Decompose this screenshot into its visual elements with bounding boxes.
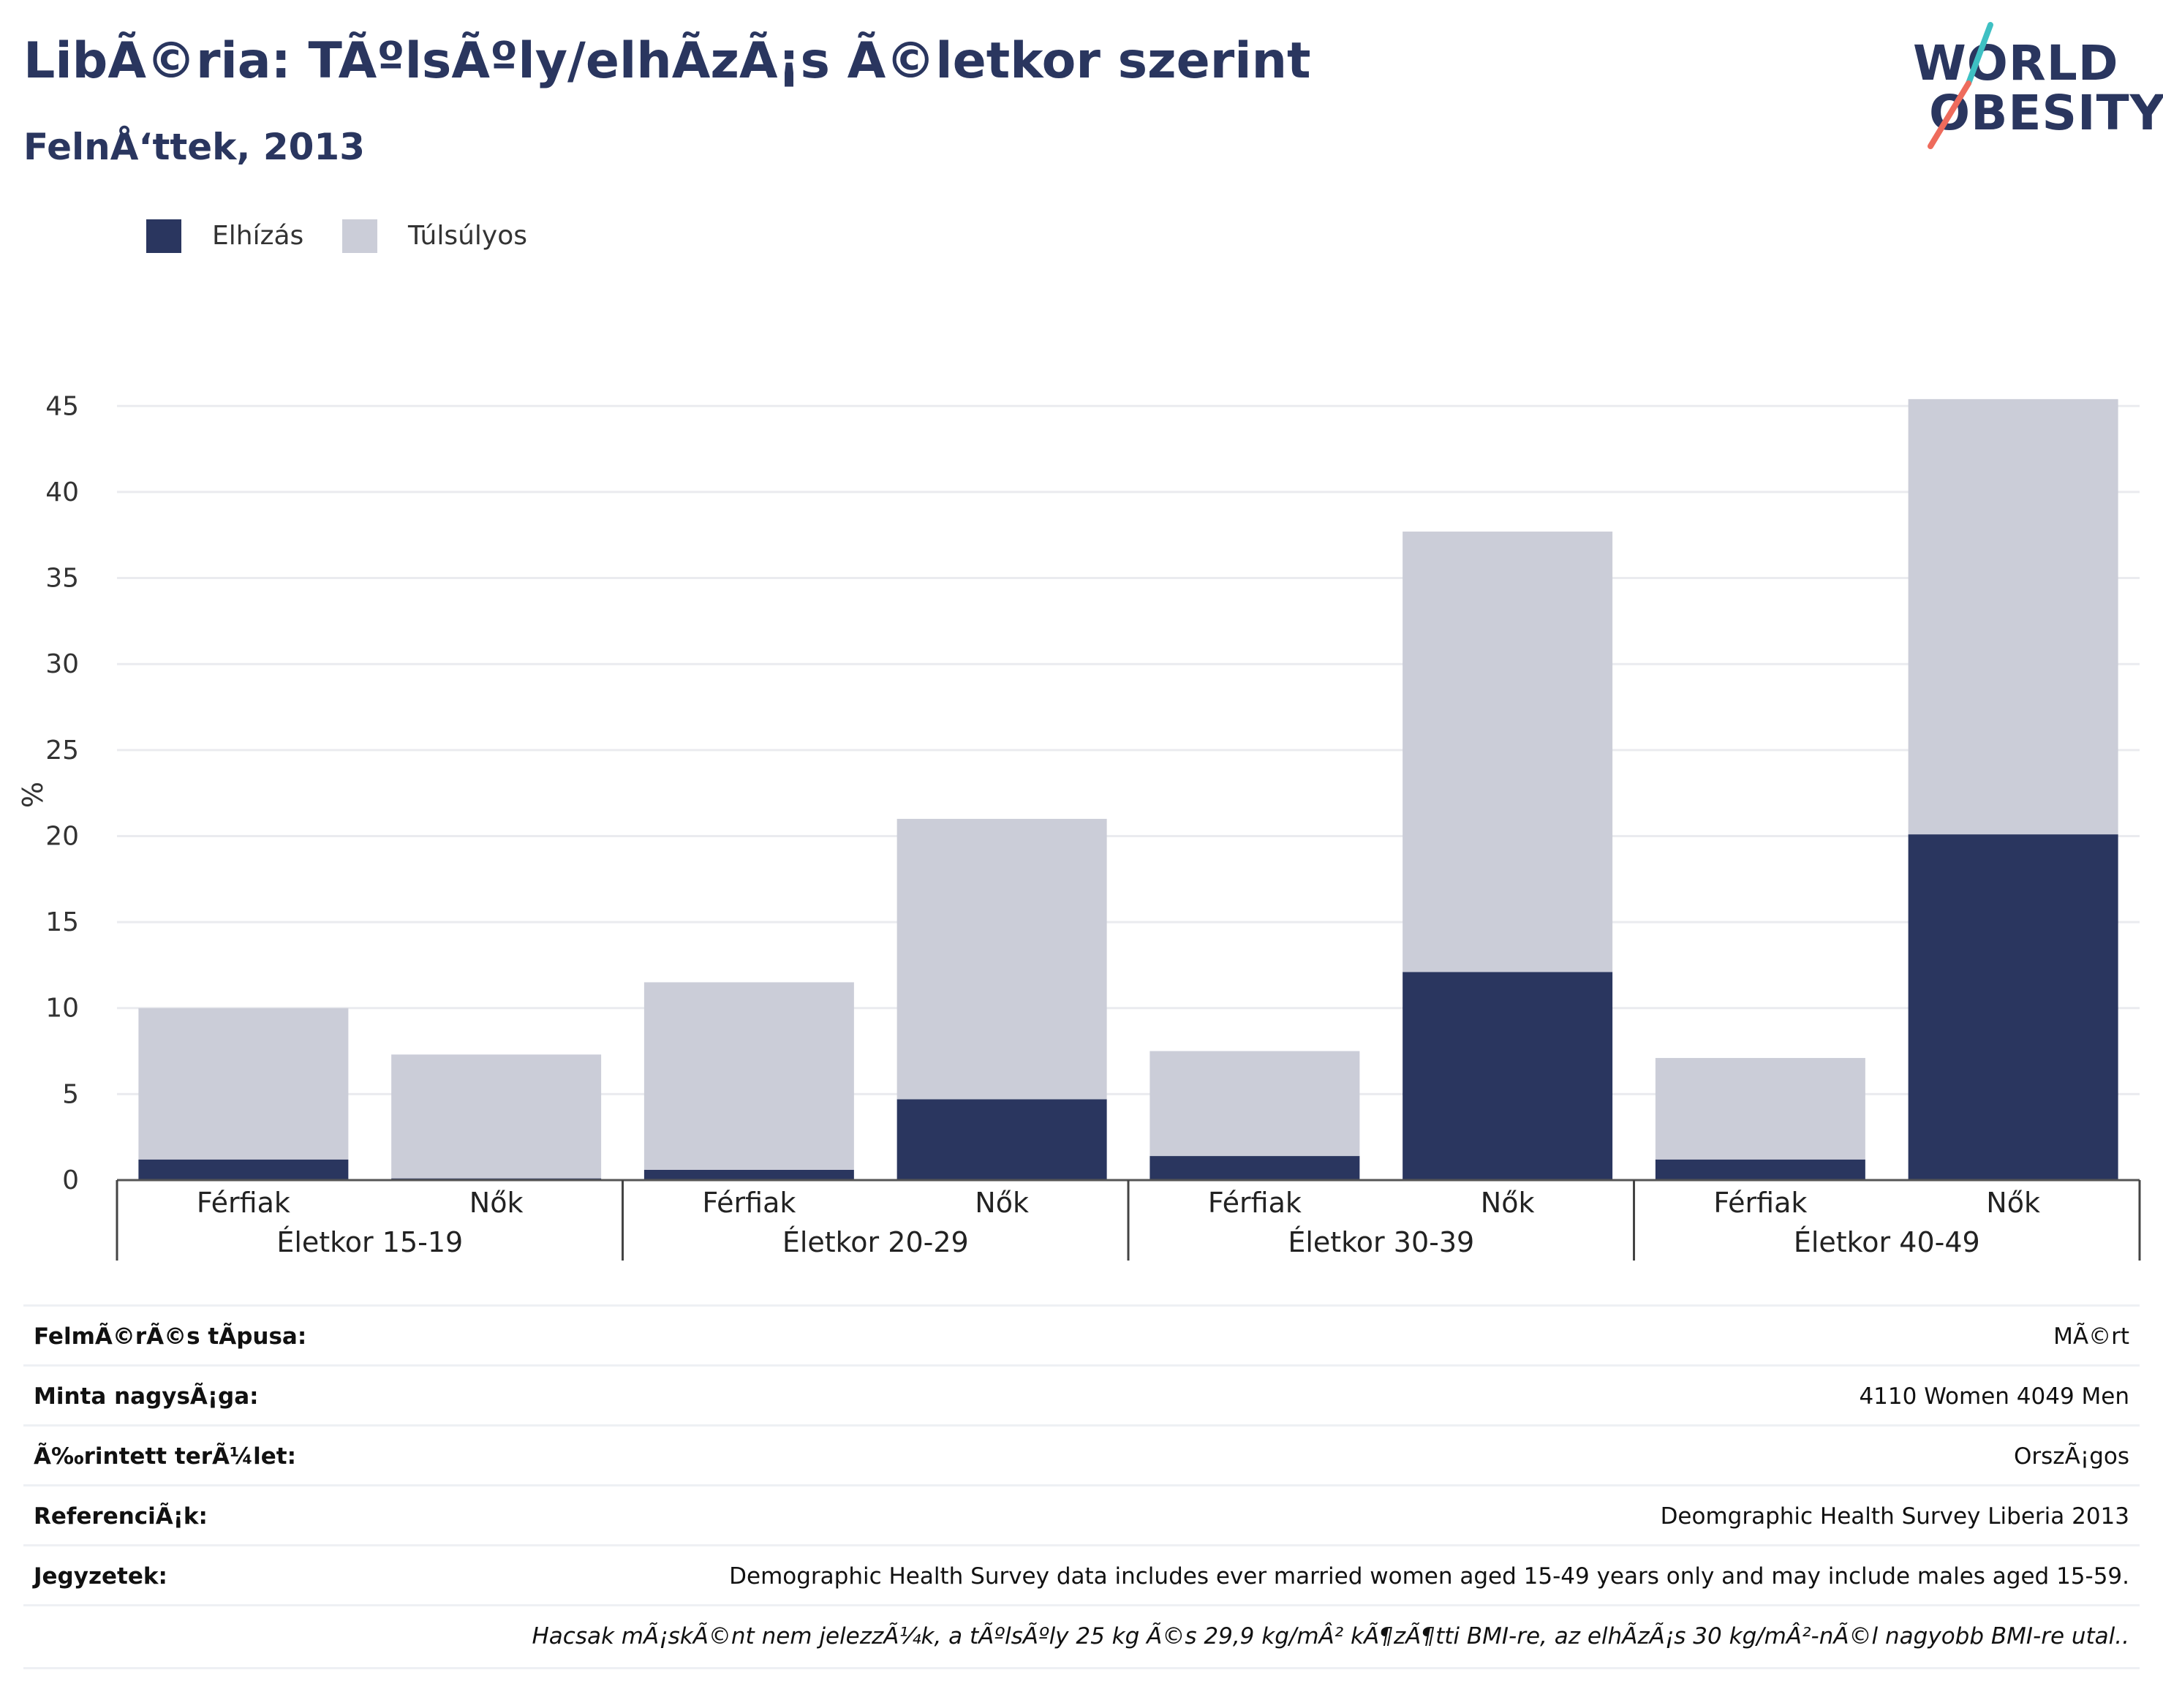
meta-footnote: Hacsak mÃ¡skÃ©nt nem jelezzÃ¼k, a tÃºlsÃ… — [532, 1623, 2129, 1650]
bar-obesity — [643, 1169, 854, 1180]
y-tick-label: 20 — [45, 821, 79, 851]
group-label: Életkor 20-29 — [782, 1226, 969, 1258]
x-tick-label: Nők — [469, 1187, 524, 1219]
meta-value: Demographic Health Survey data includes … — [729, 1563, 2129, 1590]
meta-row-sample-size: Minta nagysÃ¡ga: 4110 Women 4049 Men — [23, 1364, 2140, 1427]
bar-obesity — [1655, 1159, 1865, 1180]
bar-obesity — [896, 1099, 1107, 1180]
y-tick-label: 10 — [45, 994, 79, 1024]
legend-swatch-obesity — [146, 219, 181, 253]
bar-chart: 0 5 10 15 20 25 30 35 40 45% Férfiak Nők Férfiak Nők F… — [17, 391, 2141, 1261]
meta-row-notes: Jegyzetek: Demographic Health Survey dat… — [23, 1544, 2140, 1606]
bar-obesity — [1403, 972, 1613, 1180]
bar-obesity — [1908, 834, 2118, 1180]
meta-row-survey-type: FelmÃ©rÃ©s tÃpusa: MÃ©rt — [23, 1304, 2140, 1367]
meta-value: MÃ©rt — [2053, 1323, 2129, 1350]
meta-row-footnote: Hacsak mÃ¡skÃ©nt nem jelezzÃ¼k, a tÃºlsÃ… — [23, 1604, 2140, 1666]
y-tick-label: 25 — [45, 736, 79, 766]
x-tick-label: Férfiak — [197, 1187, 290, 1219]
bar-overweight — [391, 1054, 602, 1179]
legend-label-overweight: Túlsúlyos — [408, 221, 528, 251]
logo-text-line-2: OBESITY — [1929, 85, 2163, 141]
y-tick-label: 5 — [62, 1079, 79, 1109]
group-label: Életkor 15-19 — [276, 1226, 463, 1258]
meta-value: 4110 Women 4049 Men — [1859, 1383, 2129, 1410]
x-tick-label: Férfiak — [702, 1187, 796, 1219]
chart-title: LibÃ©ria: TÃºlsÃºly/elhÃ­zÃ¡s Ã©letkor s… — [23, 32, 1311, 90]
bar-obesity — [138, 1159, 349, 1180]
y-axis-label: % — [17, 782, 49, 808]
bar-overweight — [1655, 1057, 1865, 1160]
bar-overweight — [643, 982, 854, 1170]
group-label: Életkor 30-39 — [1288, 1226, 1474, 1258]
y-tick-label: 15 — [45, 907, 79, 937]
meta-row-references: ReferenciÃ¡k: Deomgraphic Health Survey … — [23, 1484, 2140, 1546]
bar-overweight — [1403, 532, 1613, 972]
meta-key: Minta nagysÃ¡ga: — [34, 1383, 259, 1410]
meta-row-area: Ã‰rintett terÃ¼let: OrszÃ¡gos — [23, 1424, 2140, 1486]
x-tick-label: Nők — [1986, 1187, 2040, 1219]
meta-divider — [23, 1667, 2140, 1669]
x-tick-label: Férfiak — [1713, 1187, 1807, 1219]
bar-obesity — [1150, 1156, 1360, 1180]
meta-value: OrszÃ¡gos — [2014, 1443, 2129, 1470]
meta-value: Deomgraphic Health Survey Liberia 2013 — [1660, 1503, 2129, 1530]
bar-overweight — [896, 818, 1107, 1100]
x-tick-label: Nők — [1481, 1187, 1535, 1219]
bar-overweight — [1908, 398, 2118, 835]
meta-key: FelmÃ©rÃ©s tÃpusa: — [34, 1323, 307, 1350]
y-tick-label: 45 — [45, 391, 79, 421]
x-tick-label: Nők — [975, 1187, 1029, 1219]
logo-text-line-1: WORLD — [1913, 35, 2119, 91]
meta-key: ReferenciÃ¡k: — [34, 1503, 208, 1530]
y-tick-label: 30 — [45, 649, 79, 679]
legend-label-obesity: Elhízás — [212, 221, 304, 251]
x-tick-label: Férfiak — [1208, 1187, 1302, 1219]
meta-key: Jegyzetek: — [34, 1563, 167, 1590]
chart-subtitle: FelnÅ‘ttek, 2013 — [23, 126, 365, 168]
logo-slash-icon — [1928, 22, 1993, 149]
group-label: Életkor 40-49 — [1794, 1226, 1980, 1258]
world-obesity-logo: WORLD OBESITY — [1901, 20, 2163, 152]
bar-overweight — [1150, 1051, 1360, 1157]
y-tick-label: 35 — [45, 564, 79, 594]
legend-swatch-overweight — [342, 219, 377, 253]
y-tick-label: 0 — [62, 1165, 79, 1195]
y-tick-label: 40 — [45, 477, 79, 507]
bar-overweight — [138, 1008, 349, 1160]
meta-key: Ã‰rintett terÃ¼let: — [34, 1443, 296, 1470]
